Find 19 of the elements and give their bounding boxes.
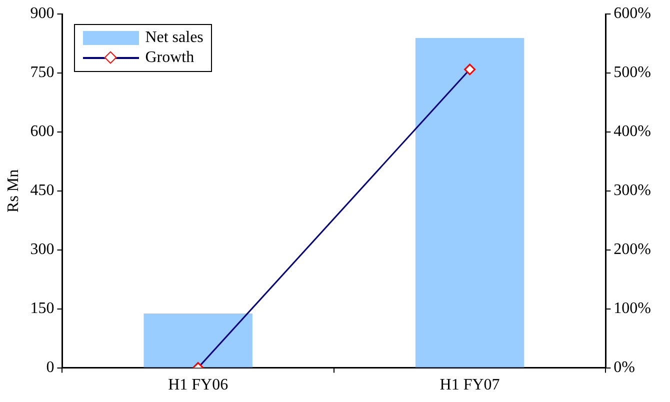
y2-tick-label: 600% [614,5,651,22]
y-tick-label: 0 [46,359,54,376]
y-tick-label: 900 [30,5,54,22]
legend-label: Net sales [145,28,204,48]
y2-tick-label: 100% [614,300,651,318]
y-axis-title: Rs Mn [4,169,22,212]
y-tick-label: 600 [30,123,54,140]
x-tick-label: H1 FY07 [440,376,500,394]
y-tick-label: 150 [30,300,54,318]
y2-tick-label: 400% [614,123,651,140]
x-tick-label: H1 FY06 [168,376,228,394]
y-tick-label: 300 [30,241,54,258]
y2-tick-label: 500% [614,64,651,82]
legend-label: Growth [145,48,194,68]
y-tick-label: 450 [30,182,54,200]
y2-tick-label: 0% [614,359,635,376]
y-tick-label: 750 [30,64,54,82]
y2-tick-label: 200% [614,241,651,258]
y2-tick-label: 300% [614,182,651,200]
